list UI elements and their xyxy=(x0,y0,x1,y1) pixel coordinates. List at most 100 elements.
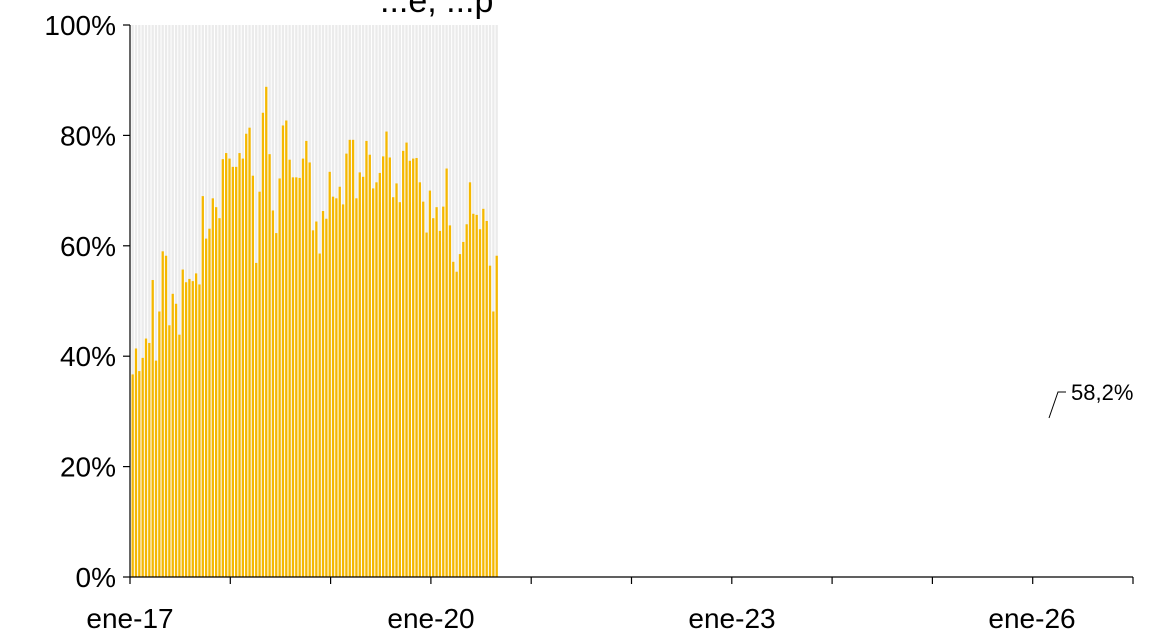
bars xyxy=(131,86,498,578)
bar xyxy=(288,159,291,577)
bar xyxy=(241,158,245,577)
y-tick-label: 0% xyxy=(76,562,116,593)
bar xyxy=(358,172,361,577)
bar xyxy=(231,166,234,578)
bar xyxy=(382,156,385,577)
bar xyxy=(245,133,248,578)
bar xyxy=(298,177,301,577)
bar xyxy=(432,218,435,577)
bar xyxy=(428,190,432,577)
bar xyxy=(281,125,285,578)
bar xyxy=(141,357,144,577)
bar xyxy=(395,183,398,578)
background-stripe xyxy=(158,25,161,577)
bar xyxy=(485,220,488,577)
bar xyxy=(361,176,365,578)
bar xyxy=(251,175,255,577)
bar xyxy=(225,153,228,577)
chart-title-partial: ...e, ...p xyxy=(380,0,493,20)
bar xyxy=(435,207,438,577)
bar xyxy=(265,86,268,577)
bar xyxy=(371,188,375,577)
bar xyxy=(204,238,208,577)
bar xyxy=(351,139,355,577)
bar xyxy=(198,284,201,577)
bar xyxy=(385,131,388,578)
bar xyxy=(308,162,311,577)
background-stripe xyxy=(168,25,171,577)
x-axis-ticks: ene-17 ene-20 ene-23 ene-26 xyxy=(86,577,1134,634)
bar xyxy=(462,241,465,577)
bar xyxy=(445,168,448,577)
bar xyxy=(442,206,445,578)
bar xyxy=(171,293,174,577)
bar xyxy=(285,120,288,577)
bar xyxy=(301,158,305,577)
bar xyxy=(325,218,328,577)
bar xyxy=(488,265,492,577)
bar xyxy=(191,281,194,577)
bar xyxy=(422,201,425,577)
bar xyxy=(235,166,238,578)
bar xyxy=(144,338,148,577)
bar xyxy=(355,198,358,577)
bar xyxy=(345,153,348,577)
bar xyxy=(408,160,412,578)
bar xyxy=(228,158,231,577)
bar xyxy=(458,254,462,577)
background-stripe xyxy=(492,25,495,577)
bar xyxy=(154,360,158,577)
bar xyxy=(448,225,452,577)
bar xyxy=(331,196,335,578)
bar xyxy=(315,221,318,577)
bar xyxy=(151,280,154,577)
bar xyxy=(465,224,468,577)
bar xyxy=(368,154,371,577)
bar xyxy=(134,348,138,577)
bar xyxy=(305,140,308,578)
bar xyxy=(341,204,345,577)
bar xyxy=(392,197,395,577)
bar xyxy=(131,374,134,577)
bar xyxy=(201,196,204,577)
bar xyxy=(388,157,391,578)
bar xyxy=(278,178,281,577)
x-tick-label: ene-26 xyxy=(988,603,1075,634)
background-stripe xyxy=(141,25,144,577)
x-tick-label: ene-23 xyxy=(688,603,775,634)
bar xyxy=(211,198,214,577)
bar xyxy=(478,229,482,578)
bar xyxy=(418,182,422,577)
bar xyxy=(248,127,251,578)
y-tick-label: 60% xyxy=(60,231,116,262)
bar xyxy=(495,255,498,578)
background-stripe xyxy=(131,25,134,577)
bar xyxy=(148,342,151,577)
background-stripe xyxy=(174,25,178,577)
bar xyxy=(321,211,325,577)
y-tick-label: 100% xyxy=(44,10,116,41)
bar xyxy=(472,213,475,577)
bar xyxy=(188,278,191,577)
bar xyxy=(452,261,455,577)
bar xyxy=(328,171,331,577)
background-stripe xyxy=(134,25,138,577)
bar xyxy=(238,153,241,577)
bar xyxy=(338,186,341,578)
bar xyxy=(184,282,188,577)
bar xyxy=(405,142,408,577)
background-stripe xyxy=(154,25,158,577)
bar xyxy=(468,182,472,577)
annotation: 58,2% xyxy=(1048,380,1133,419)
bar xyxy=(492,311,495,577)
data-label-last: 58,2% xyxy=(1071,380,1133,405)
bar xyxy=(482,208,485,577)
bar xyxy=(438,230,442,577)
bar xyxy=(415,158,418,577)
bar xyxy=(181,269,184,577)
background-stripe xyxy=(138,25,141,577)
bar xyxy=(398,202,401,577)
bar xyxy=(158,311,161,577)
y-tick-label: 20% xyxy=(60,452,116,483)
